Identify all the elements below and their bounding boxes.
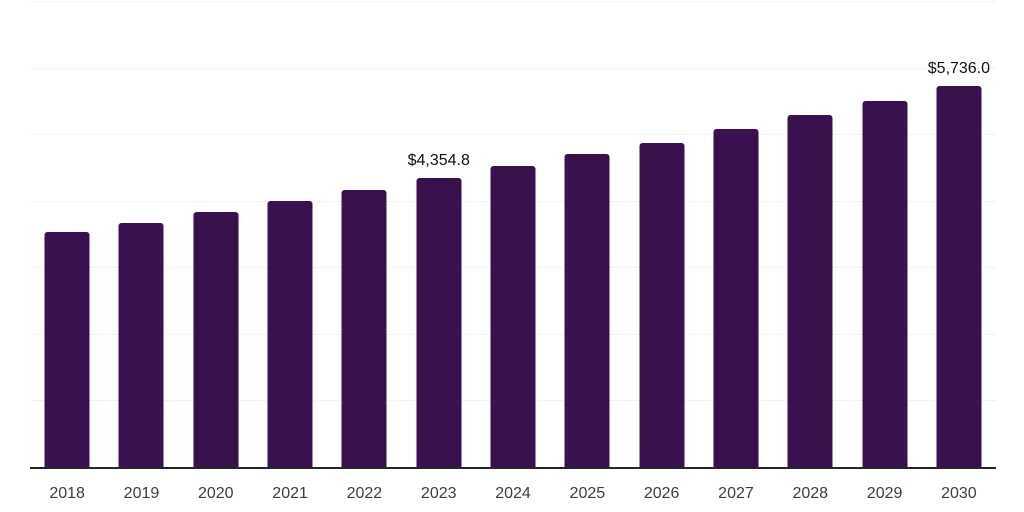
bar-2027 — [713, 129, 759, 468]
bar-cell-2027 — [699, 2, 773, 468]
bar-2028 — [787, 115, 833, 468]
bar-cell-2022 — [327, 2, 401, 468]
x-tick-label-2022: 2022 — [346, 485, 383, 502]
plot-area: $4,354.8 $5,736.0 — [30, 1, 996, 469]
bar-2024 — [490, 166, 536, 468]
bar-cell-2026 — [625, 2, 699, 468]
bar-2026 — [639, 142, 685, 468]
x-tick-label-2026: 2026 — [643, 485, 680, 502]
gridline — [30, 134, 996, 136]
x-tick-label-2027: 2027 — [718, 485, 754, 502]
gridline — [30, 1, 996, 2]
bar-2030 — [936, 86, 982, 468]
bar-2018 — [44, 232, 90, 468]
x-tick-label-2024: 2024 — [495, 485, 531, 502]
bar-cell-2029 — [847, 2, 921, 468]
x-tick-label-2029: 2029 — [866, 485, 903, 502]
bar-cell-2028 — [773, 2, 847, 468]
x-tick-label-2019: 2019 — [123, 485, 160, 502]
x-tick-label-2020: 2020 — [197, 485, 234, 502]
x-tick-label-2025: 2025 — [569, 485, 606, 502]
x-tick-label-2030: 2030 — [941, 485, 977, 502]
bar-cell-2025 — [550, 2, 624, 468]
bar-2029 — [862, 100, 908, 468]
bar-value-label-2023: $4,354.8 — [407, 152, 470, 170]
bar-cell-2024 — [476, 2, 550, 468]
x-tick-label-2018: 2018 — [49, 485, 85, 502]
bar-cell-2019 — [104, 2, 178, 468]
bar-value-label-2030: $5,736.0 — [927, 60, 991, 78]
bar-2023 — [416, 178, 462, 468]
x-axis-labels: 2018 2019 2020 2021 2022 2023 2024 2025 2026 2027… — [30, 485, 996, 503]
bar-2025 — [564, 154, 610, 468]
bar-cell-2023: $4,354.8 — [402, 2, 476, 468]
bar-cell-2020 — [179, 2, 253, 468]
x-tick-label-2028: 2028 — [792, 485, 829, 502]
bar-2021 — [267, 200, 313, 468]
bars-row: $4,354.8 $5,736.0 — [30, 2, 996, 468]
x-tick-label-2021: 2021 — [272, 485, 308, 502]
bar-2022 — [341, 190, 387, 468]
x-tick-label-2023: 2023 — [420, 485, 457, 502]
bar-cell-2018 — [30, 2, 104, 468]
bar-2019 — [118, 222, 164, 468]
bar-cell-2030: $5,736.0 — [922, 2, 996, 468]
gridline — [30, 67, 996, 69]
bar-cell-2021 — [253, 2, 327, 468]
x-axis-line — [30, 467, 996, 469]
bar-2020 — [193, 212, 239, 468]
